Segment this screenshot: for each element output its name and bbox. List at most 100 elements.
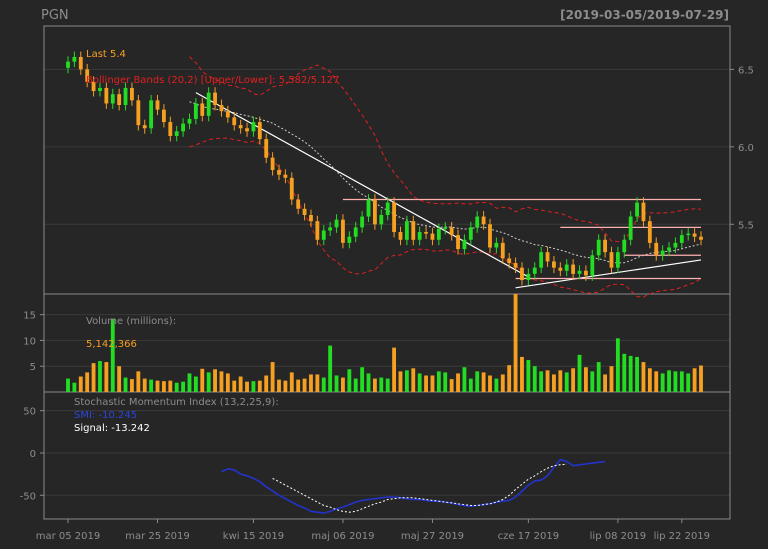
candle-body [545, 252, 550, 262]
volume-bar [686, 373, 691, 392]
candle-body [257, 122, 262, 140]
volume-bar [168, 380, 173, 392]
candle-body [590, 255, 595, 276]
volume-bar [526, 360, 531, 392]
candle-body [513, 263, 518, 268]
candle-body [213, 92, 217, 106]
indicator-panel [221, 458, 606, 514]
candle-body [411, 221, 416, 240]
volume-bar [488, 375, 492, 392]
candle-body [404, 221, 409, 240]
candle-body [264, 139, 269, 158]
volume-bar [667, 370, 671, 392]
candle-body [654, 242, 659, 256]
candle-body [225, 111, 230, 118]
volume-bar [417, 373, 422, 392]
volume-tick-label: 15 [23, 311, 36, 322]
x-tick-label: mar 05 2019 [36, 531, 101, 542]
volume-bar [692, 368, 697, 392]
candle-body [91, 81, 96, 92]
x-tick-label: lip 08 2019 [590, 531, 646, 542]
candle-body [603, 239, 608, 253]
ticker-title: PGN [41, 8, 69, 23]
smi-value-label: SMI: -10.245 [74, 410, 137, 421]
volume-bar [98, 361, 102, 392]
volume-bar [641, 362, 646, 392]
candle-body [232, 117, 237, 126]
candle-body [558, 267, 563, 271]
volume-bar [552, 374, 556, 392]
volume-bar [647, 368, 652, 392]
candle-body [78, 56, 83, 70]
volume-bar [539, 371, 544, 392]
candle-body [647, 221, 652, 243]
volume-bar [360, 367, 365, 392]
candle-body [430, 233, 435, 240]
volume-bar [404, 370, 409, 392]
smi-line [221, 458, 606, 514]
volume-bar [596, 362, 601, 392]
price-tick-label: 5.5 [738, 220, 754, 231]
candle-body [379, 214, 384, 225]
candle-body [219, 105, 224, 112]
volume-bar [436, 371, 441, 392]
volume-bar [513, 294, 518, 392]
volume-bar [520, 356, 524, 392]
uptrend-line [515, 259, 702, 289]
volume-bar [225, 373, 230, 392]
candle-body [577, 270, 582, 274]
candle-body [417, 232, 422, 240]
candle-body [564, 264, 569, 271]
candle-body [161, 109, 166, 123]
volume-bar [456, 373, 460, 392]
candle-body [392, 202, 397, 233]
volume-bar [679, 371, 684, 392]
x-tick-label: cze 17 2019 [498, 531, 559, 542]
candle-body [462, 239, 467, 250]
candle-body [366, 199, 371, 217]
candle-body [641, 202, 646, 222]
volume-title: Volume (millions): [86, 316, 176, 327]
panel-frame [43, 25, 731, 295]
volume-bar [296, 379, 301, 392]
volume-bar [200, 368, 205, 392]
candle-body [72, 56, 77, 62]
volume-bar [424, 375, 428, 392]
candle-body [117, 94, 122, 106]
signal-line [272, 463, 567, 513]
price-panel [66, 51, 703, 298]
candle-body [110, 94, 115, 104]
volume-bar [660, 373, 665, 392]
volume-bar [213, 369, 217, 392]
volume-bar [130, 379, 134, 392]
volume-bar [206, 372, 211, 392]
volume-bar [372, 378, 377, 392]
volume-bar [385, 378, 390, 392]
volume-bar [341, 377, 345, 392]
volume-bar [328, 345, 333, 392]
volume-bar [577, 354, 582, 392]
candle-body [475, 216, 480, 228]
volume-bar [72, 382, 77, 392]
grid-lines [44, 68, 730, 496]
candle-body [500, 242, 505, 259]
candle-body [667, 247, 671, 251]
candle-body [334, 219, 339, 228]
candle-body [507, 258, 512, 264]
candle-body [174, 131, 179, 136]
volume-tick-label: 5 [30, 362, 36, 373]
x-tick-label: mar 25 2019 [125, 531, 190, 542]
candle-body [360, 216, 365, 228]
volume-bar [174, 382, 179, 392]
candle-body [660, 250, 665, 256]
volume-bar [411, 368, 416, 392]
legend-labels: PGN [2019-03-05/2019-07-29] Last 5.4 Bol… [41, 8, 729, 434]
smi-title: Stochastic Momentum Index (13,2,25,9): [74, 397, 279, 408]
volume-bar [507, 365, 512, 392]
candle-body [398, 232, 403, 240]
volume-bar [347, 369, 352, 392]
x-tick-label: maj 27 2019 [401, 531, 464, 542]
candle-body [251, 122, 256, 132]
candle-body [283, 174, 288, 178]
candle-body [347, 236, 352, 243]
